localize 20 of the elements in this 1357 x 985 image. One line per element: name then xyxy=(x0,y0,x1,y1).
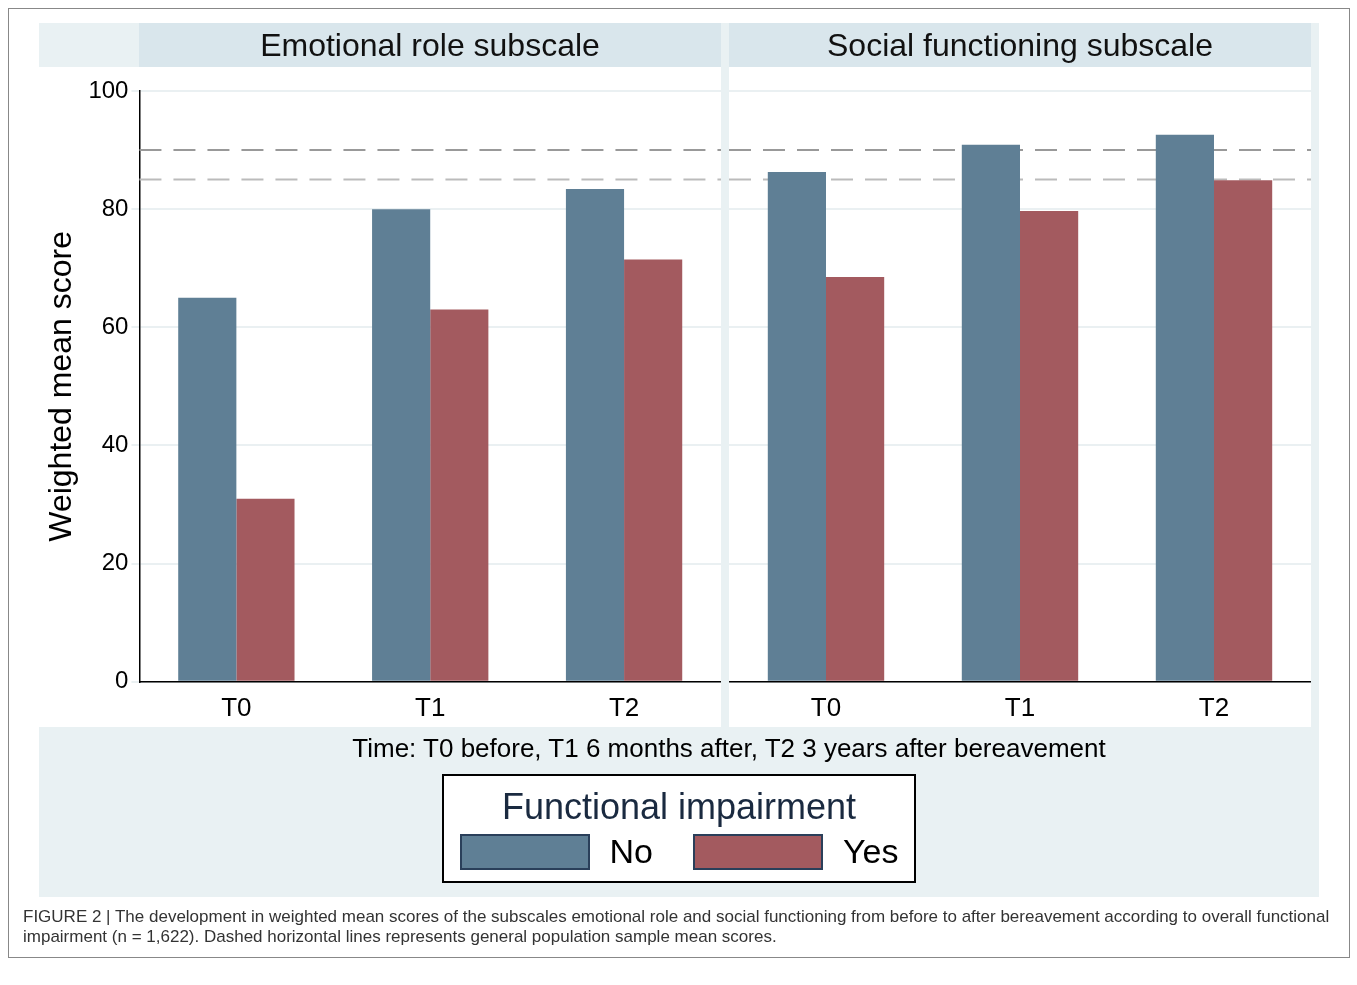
x-tick-label: T2 xyxy=(608,691,640,722)
chart-title: Emotional role subscale xyxy=(139,23,721,67)
y-axis-title: Weighted mean score xyxy=(42,231,79,542)
y-tick-label: 0 xyxy=(115,666,129,694)
y-tick-label: 60 xyxy=(101,311,129,339)
chart-title: Social functioning subscale xyxy=(729,23,1311,67)
y-tick-label: 20 xyxy=(101,548,129,576)
y-tick-label: 80 xyxy=(101,193,129,221)
x-axis-title: Time: T0 before, T1 6 months after, T2 3 years after bereavement xyxy=(351,733,1107,764)
x-tick-label: T0 xyxy=(221,691,252,722)
y-tick-label: 40 xyxy=(101,430,129,458)
x-tick-label: T1 xyxy=(415,691,446,722)
legend-label: Yes xyxy=(843,832,899,871)
legend-label: No xyxy=(609,832,653,871)
y-tick-label: 100 xyxy=(88,75,129,103)
legend-title: Functional impairment xyxy=(500,786,858,828)
x-tick-label: T2 xyxy=(1198,691,1230,722)
x-tick-label: T0 xyxy=(810,691,842,722)
caption: FIGURE 2 | The development in weighted mean scores of the subscales emotional role and social functioning from before to after bereavement according to overall functional impairment (n = 1,622). Dashed horizontal lines represents general population sample mean scores. xyxy=(22,906,1331,948)
x-tick-label: T1 xyxy=(1004,691,1036,722)
